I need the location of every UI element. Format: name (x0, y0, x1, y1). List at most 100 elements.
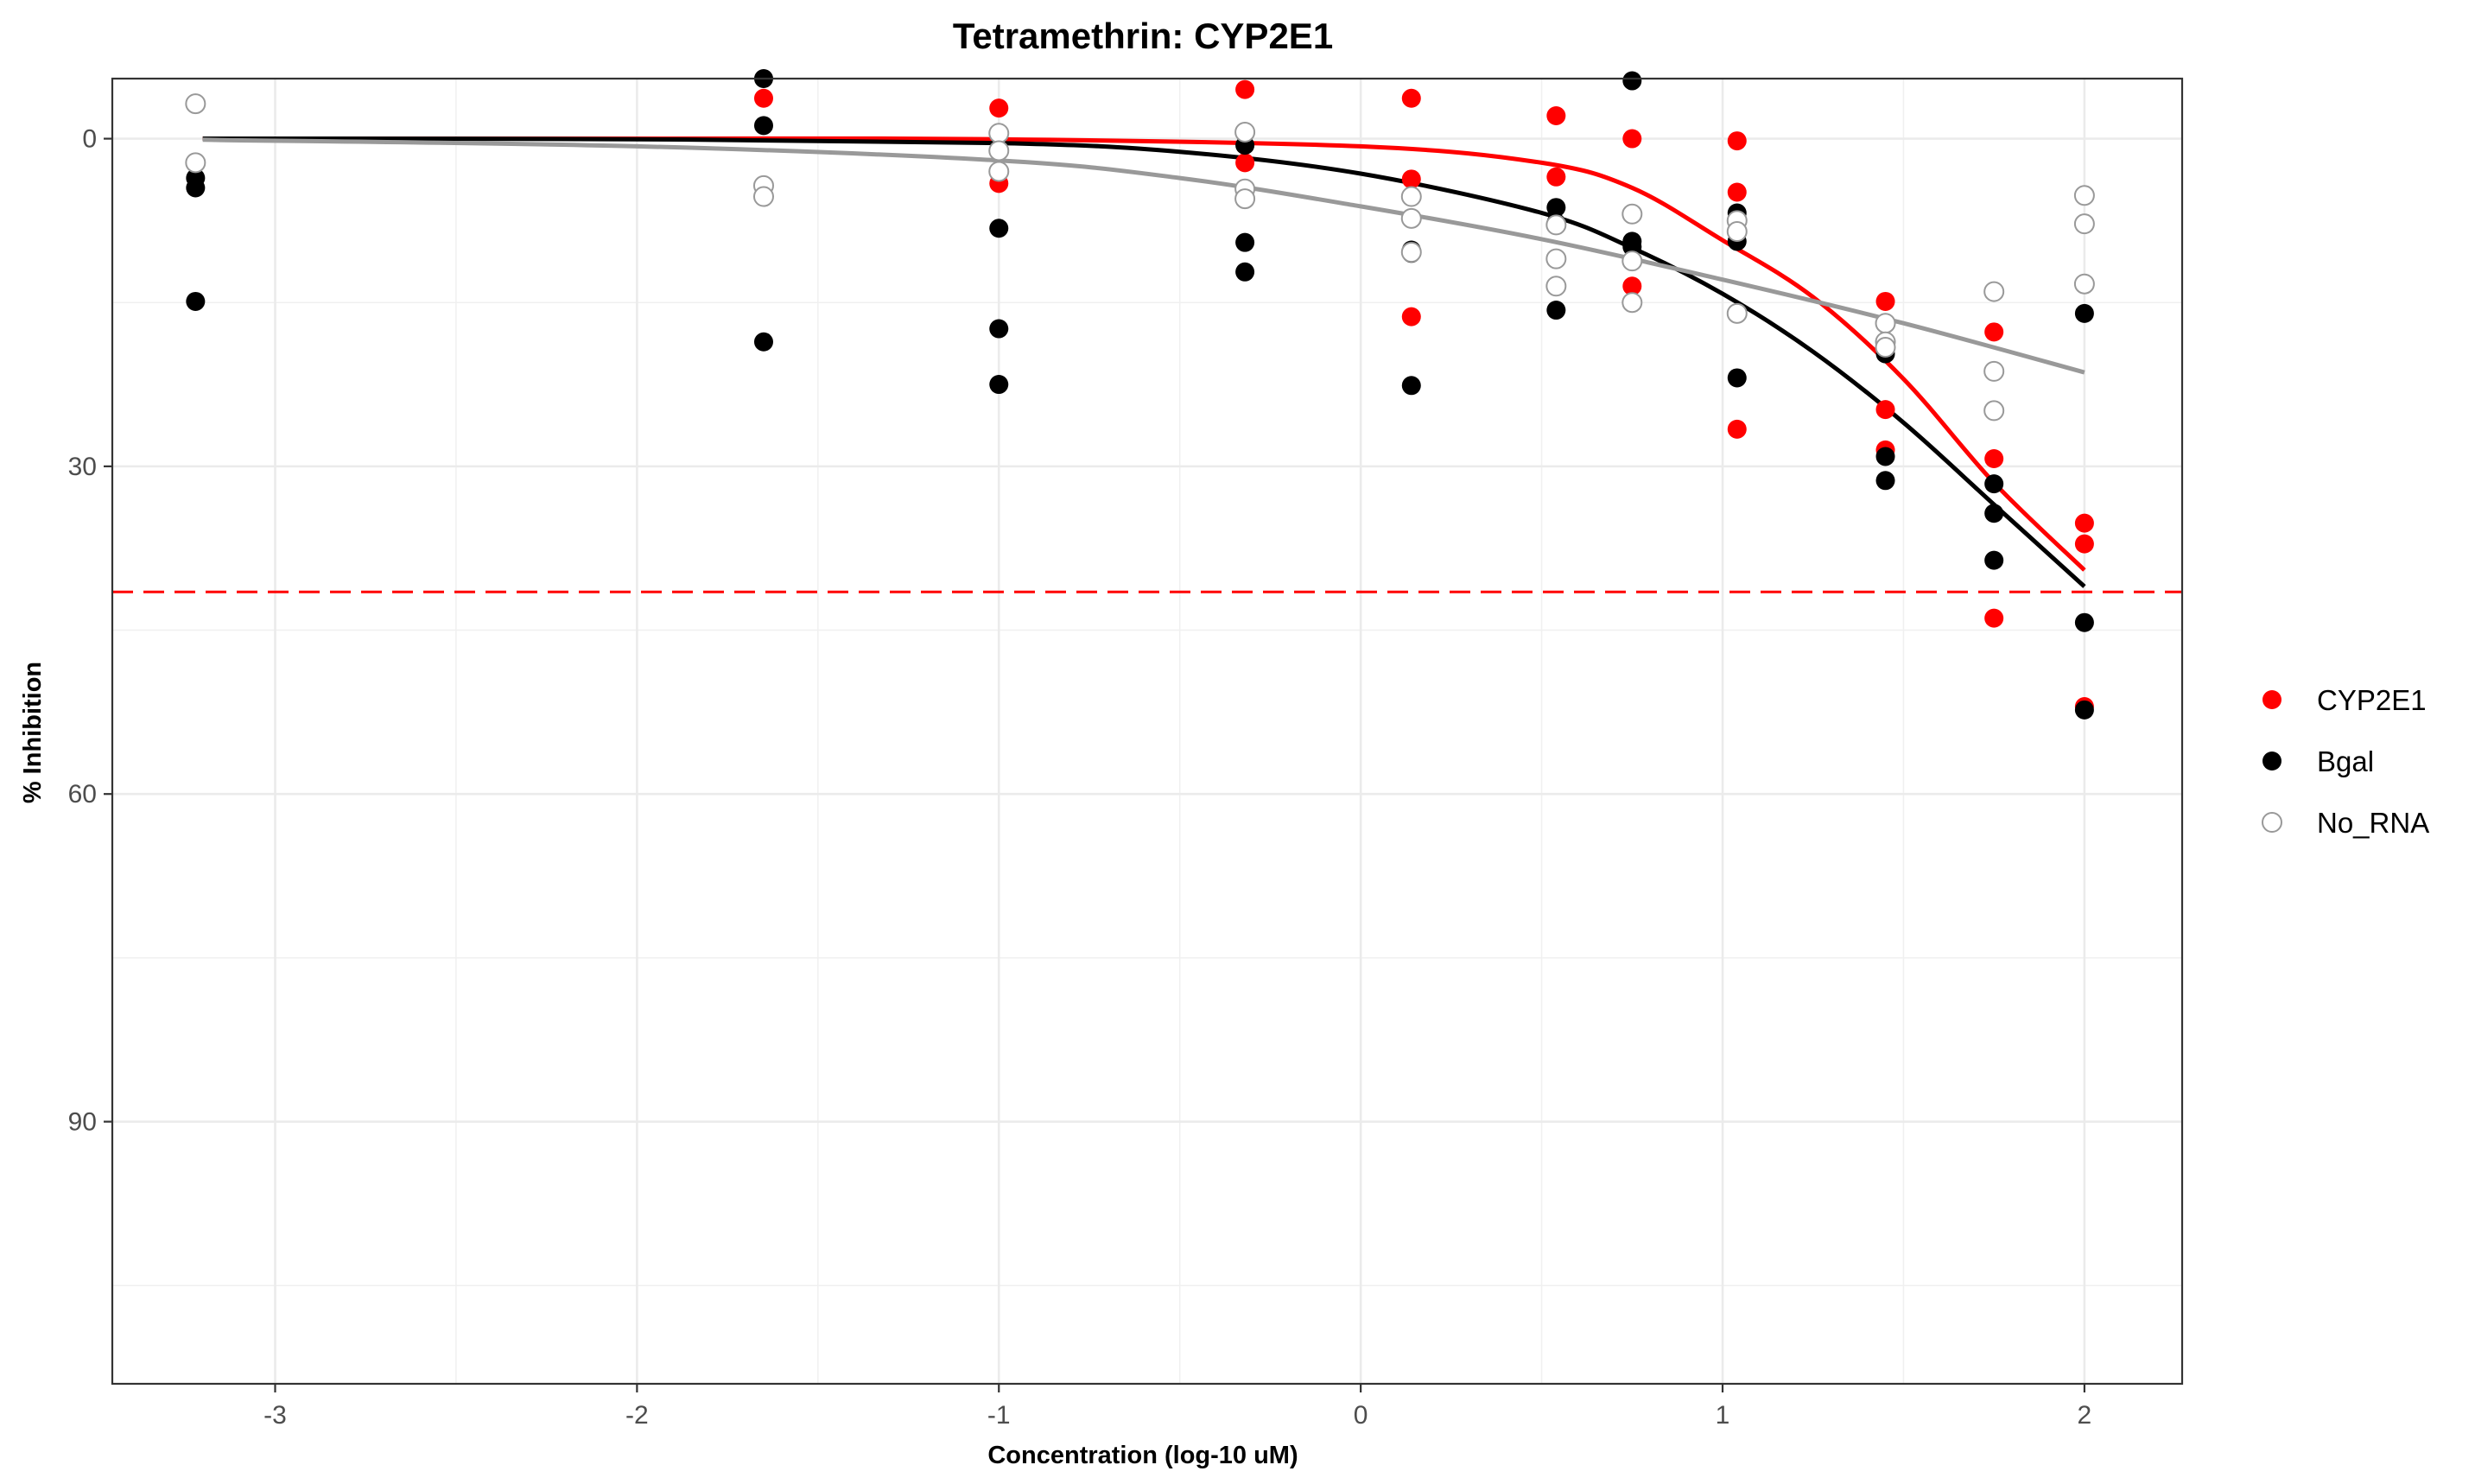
point-no-rna (988, 161, 1010, 182)
point-cyp2e1 (1401, 169, 1421, 189)
x-tick-label: 1 (1716, 1401, 1730, 1430)
legend-label-cyp2e1: CYP2E1 (2317, 684, 2427, 716)
point-cyp2e1 (1235, 79, 1255, 99)
point-no-rna (1875, 337, 1896, 358)
point-no-rna (1234, 188, 1256, 210)
point-bgal (1235, 232, 1255, 252)
point-no-rna (988, 140, 1010, 162)
point-no-rna (2073, 273, 2095, 295)
point-no-rna (1545, 214, 1567, 236)
point-bgal (1235, 262, 1255, 282)
legend: CYP2E1 Bgal No_RNA (2262, 684, 2429, 839)
point-no-rna (1400, 186, 1422, 207)
point-no-rna (752, 186, 774, 207)
x-axis-ticks: -3 -2 -1 0 1 2 (263, 1384, 2091, 1430)
point-no-rna (1726, 221, 1748, 243)
point-bgal (753, 116, 773, 136)
point-cyp2e1 (989, 98, 1009, 118)
point-cyp2e1 (1401, 307, 1421, 327)
point-bgal (2074, 612, 2094, 632)
point-no-rna (2073, 185, 2095, 206)
point-cyp2e1 (1235, 153, 1255, 173)
point-cyp2e1 (1546, 105, 1566, 125)
point-no-rna (185, 93, 206, 115)
legend-key-cyp2e1 (2262, 690, 2281, 709)
x-axis-title: Concentration (log-10 uM) (987, 1442, 1298, 1469)
point-bgal (989, 219, 1009, 238)
point-no-rna (1545, 276, 1567, 297)
point-no-rna (1400, 242, 1422, 263)
point-cyp2e1 (1727, 182, 1747, 202)
x-tick-label: 0 (1354, 1401, 1368, 1430)
y-tick-label: 30 (68, 453, 97, 481)
x-tick-label: -3 (263, 1401, 287, 1430)
point-no-rna (1726, 302, 1748, 324)
point-cyp2e1 (753, 88, 773, 108)
point-no-rna (1875, 313, 1896, 334)
point-cyp2e1 (1622, 129, 1642, 149)
point-bgal (1546, 198, 1566, 218)
point-bgal (2074, 700, 2094, 720)
point-no-rna (1621, 251, 1643, 272)
point-cyp2e1 (1875, 400, 1895, 420)
y-tick-label: 0 (82, 125, 97, 154)
point-bgal (186, 291, 206, 311)
point-bgal (753, 332, 773, 352)
point-no-rna (185, 152, 206, 174)
point-no-rna (1983, 360, 2005, 382)
point-no-rna (1545, 248, 1567, 270)
point-no-rna (1621, 292, 1643, 314)
point-cyp2e1 (1875, 291, 1895, 311)
point-no-rna (988, 123, 1010, 144)
point-bgal (1401, 376, 1421, 396)
point-bgal (989, 375, 1009, 395)
y-axis-title: % Inhibition (19, 662, 47, 803)
point-no-rna (1983, 400, 2005, 422)
y-axis-ticks: 0 30 60 90 (68, 125, 112, 1137)
grid (112, 79, 2182, 1384)
y-tick-label: 90 (68, 1108, 97, 1137)
x-tick-label: -2 (625, 1401, 649, 1430)
point-cyp2e1 (1727, 131, 1747, 151)
point-cyp2e1 (1546, 167, 1566, 187)
point-cyp2e1 (1984, 322, 2004, 342)
legend-label-bgal: Bgal (2317, 745, 2374, 777)
point-bgal (1727, 368, 1747, 388)
point-cyp2e1 (1727, 419, 1747, 439)
legend-label-no-rna: No_RNA (2317, 807, 2429, 839)
fit-curve-cyp2e1 (202, 136, 2086, 572)
point-no-rna (1234, 121, 1256, 143)
point-bgal (1984, 550, 2004, 570)
point-bgal (186, 178, 206, 198)
point-bgal (1622, 71, 1642, 91)
fit-curve-bgal (202, 136, 2086, 588)
point-bgal (1546, 301, 1566, 320)
data-points (185, 69, 2095, 720)
point-cyp2e1 (1401, 88, 1421, 108)
x-tick-label: -1 (987, 1401, 1011, 1430)
y-tick-label: 60 (68, 780, 97, 809)
point-no-rna (2073, 213, 2095, 235)
point-cyp2e1 (2074, 534, 2094, 554)
legend-key-bgal (2262, 752, 2281, 771)
fit-curves (202, 136, 2086, 588)
point-no-rna (1621, 203, 1643, 225)
point-bgal (989, 319, 1009, 339)
x-tick-label: 2 (2078, 1401, 2092, 1430)
point-bgal (1984, 504, 2004, 523)
point-cyp2e1 (1984, 449, 2004, 469)
point-cyp2e1 (1984, 608, 2004, 628)
fit-curve-no-rna (202, 137, 2085, 375)
point-no-rna (1983, 281, 2005, 302)
point-bgal (1984, 474, 2004, 494)
chart-title: Tetramethrin: CYP2E1 (953, 16, 1333, 56)
point-bgal (2074, 303, 2094, 323)
point-cyp2e1 (1622, 276, 1642, 296)
point-bgal (1622, 237, 1642, 257)
point-no-rna (1400, 207, 1422, 229)
point-cyp2e1 (2074, 513, 2094, 533)
plot-border (111, 77, 2184, 1386)
legend-key-no-rna (2262, 812, 2282, 833)
point-bgal (1875, 447, 1895, 466)
